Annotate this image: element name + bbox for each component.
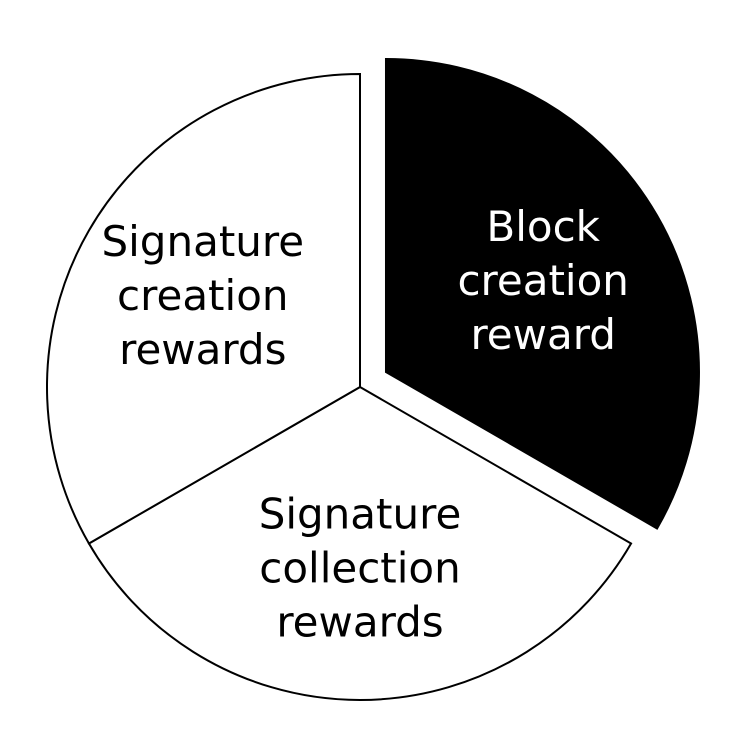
pie-slice-2 [46,72,361,545]
pie-slice-label-line: Signature [259,490,462,539]
pie-slice-label-line: rewards [276,598,443,647]
pie-slice-label-line: rewards [119,325,286,374]
pie-slice-label-line: creation [457,256,628,305]
pie-slice-1 [87,385,633,701]
pie-slices [46,57,700,701]
pie-slice-label-line: collection [259,544,461,593]
pie-slice-label-line: Block [486,202,600,251]
pie-slice-label-line: reward [470,310,615,359]
pie-slice-label-line: Signature [101,217,304,266]
pie-slice-0 [384,57,700,530]
pie-labels: Block creation reward Signature collection re… [101,202,628,646]
pie-slice-label-line: creation [117,271,288,320]
pie-slice-label-2: Signature creation rewards [101,217,304,374]
pie-slice-label-0: Block creation reward [457,202,628,359]
pie-slice-label-1: Signature collection rewards [259,490,462,647]
